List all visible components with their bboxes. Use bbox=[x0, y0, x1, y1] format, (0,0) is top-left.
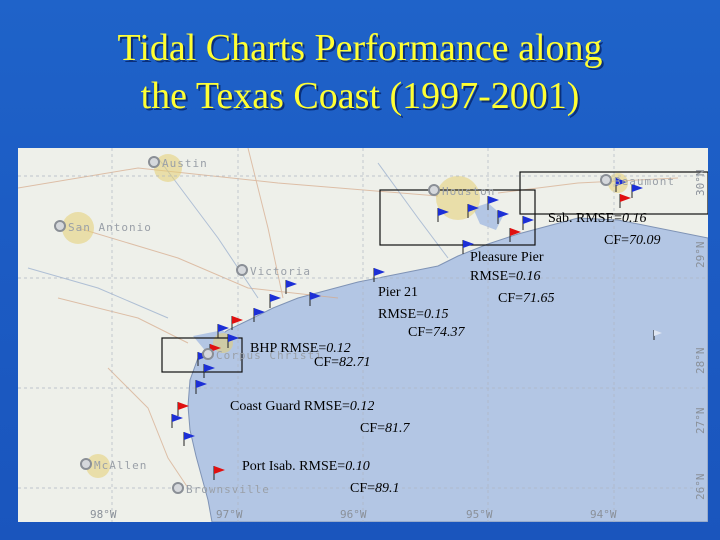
label-pier21: Pier 21 bbox=[378, 285, 419, 300]
label-sabine-cf: CF=70.09 bbox=[604, 232, 661, 249]
sabine-box bbox=[519, 171, 708, 215]
gulf-of-mexico bbox=[187, 217, 708, 522]
flag-cc-6 bbox=[195, 380, 207, 394]
flag-mid-4 bbox=[269, 294, 281, 308]
flag-mid-6 bbox=[231, 316, 243, 330]
label-port-isabel-cf: CF=89.1 bbox=[350, 480, 400, 497]
label-port-isabel: Port Isab. RMSE=0.10 bbox=[242, 458, 370, 475]
texas-coast-map: Austin San Antonio Victoria Houston Beau… bbox=[18, 148, 708, 522]
city-corpus-christi: Corpus Christi bbox=[202, 348, 323, 362]
label-pleasure-pier-rmse: RMSE=0.16 bbox=[470, 268, 541, 285]
station-flags bbox=[171, 178, 662, 480]
coast-guard-cf: 81.7 bbox=[385, 421, 410, 436]
graticule bbox=[18, 148, 708, 522]
flag-port-isabel bbox=[213, 466, 225, 480]
label-pleasure-pier: Pleasure Pier bbox=[470, 250, 544, 265]
coast-guard-rmse: 0.12 bbox=[349, 399, 375, 414]
flag-south-1 bbox=[183, 432, 195, 446]
port-isabel-cf-label: CF= bbox=[350, 481, 376, 496]
label-pleasure-pier-cf: CF=71.65 bbox=[498, 290, 555, 307]
pleasure-pier-cf: 71.65 bbox=[523, 291, 555, 306]
city-brownsville: Brownsville bbox=[172, 482, 270, 496]
lon-tick-98: 98°W bbox=[90, 508, 117, 521]
flag-pier21 bbox=[509, 228, 521, 242]
lat-tick-29: 29°N bbox=[694, 241, 707, 269]
bhp-cf-label: CF= bbox=[314, 355, 340, 370]
flag-hou-3 bbox=[497, 210, 509, 224]
flag-offshore bbox=[653, 330, 662, 340]
flag-hou-4 bbox=[437, 208, 449, 222]
sabine-cf-label: CF= bbox=[604, 233, 630, 248]
label-pier21-rmse: RMSE=0.15 bbox=[378, 306, 449, 323]
flag-sabine-3 bbox=[619, 194, 631, 208]
label-pier21-cf: CF=74.37 bbox=[408, 324, 465, 341]
city-mcallen: McAllen bbox=[80, 458, 147, 472]
lat-tick-26: 26°N bbox=[694, 473, 707, 501]
city-austin: Austin bbox=[148, 156, 208, 170]
slide-title: Tidal Charts Performance along the Texas… bbox=[0, 24, 720, 120]
label-sabine: Sab. RMSE=0.16 bbox=[548, 210, 647, 227]
label-coast-guard: Coast Guard RMSE=0.12 bbox=[230, 398, 374, 415]
flag-hou-5 bbox=[522, 216, 534, 230]
pleasure-pier-rmse: 0.16 bbox=[516, 269, 541, 284]
city-beaumont: Beaumont bbox=[600, 174, 675, 188]
flag-cc-5 bbox=[203, 364, 215, 378]
flag-mid-3 bbox=[285, 280, 297, 294]
pleasure-pier-cf-label: CF= bbox=[498, 291, 524, 306]
port-isabel-cf: 89.1 bbox=[375, 481, 400, 496]
lat-tick-30: 30°N bbox=[694, 169, 707, 197]
flag-mid-2 bbox=[309, 292, 321, 306]
flag-cc-1 bbox=[217, 324, 229, 338]
flag-mid-1 bbox=[373, 268, 385, 282]
flag-hou-2 bbox=[467, 204, 479, 218]
flag-cc-2 bbox=[227, 334, 239, 348]
pier21-rmse-label: RMSE= bbox=[378, 307, 425, 322]
label-bhp: BHP RMSE=0.12 bbox=[250, 340, 351, 357]
title-line-1: Tidal Charts Performance along bbox=[117, 27, 603, 69]
label-bhp-cf: CF=82.71 bbox=[314, 354, 371, 371]
lat-tick-28: 28°N bbox=[694, 347, 707, 375]
pier21-cf-label: CF= bbox=[408, 325, 434, 340]
flag-coast-guard-2 bbox=[171, 414, 183, 428]
lon-tick-94: 94°W bbox=[590, 508, 617, 521]
sabine-name: Sab. RMSE= bbox=[548, 211, 623, 226]
bhp-cf: 82.71 bbox=[339, 355, 371, 370]
city-san-antonio: San Antonio bbox=[54, 220, 152, 234]
pier21-cf: 74.37 bbox=[433, 325, 465, 340]
sabine-rmse: 0.16 bbox=[622, 211, 647, 226]
city-houston: Houston bbox=[428, 184, 495, 198]
port-isabel-rmse: 0.10 bbox=[345, 459, 370, 474]
flag-pleasure-pier bbox=[462, 240, 474, 254]
port-isabel-name: Port Isab. RMSE= bbox=[242, 459, 346, 474]
bhp-name: BHP RMSE= bbox=[250, 341, 327, 356]
label-coast-guard-cf: CF=81.7 bbox=[360, 420, 410, 437]
pier21-rmse: 0.15 bbox=[424, 307, 449, 322]
title-line-2: the Texas Coast (1997-2001) bbox=[140, 75, 580, 117]
lat-tick-27: 27°N bbox=[694, 407, 707, 435]
sabine-cf: 70.09 bbox=[629, 233, 661, 248]
pleasure-pier-rmse-label: RMSE= bbox=[470, 269, 517, 284]
coast-guard-name: Coast Guard RMSE= bbox=[230, 399, 350, 414]
city-victoria: Victoria bbox=[236, 264, 311, 278]
flag-hou-1 bbox=[487, 196, 499, 210]
flag-coast-guard-1 bbox=[177, 402, 189, 416]
lon-tick-96: 96°W bbox=[340, 508, 367, 521]
coast-guard-cf-label: CF= bbox=[360, 421, 386, 436]
lon-tick-97: 97°W bbox=[216, 508, 243, 521]
bhp-rmse: 0.12 bbox=[326, 341, 351, 356]
lon-tick-95: 95°W bbox=[466, 508, 493, 521]
flag-mid-5 bbox=[253, 308, 265, 322]
